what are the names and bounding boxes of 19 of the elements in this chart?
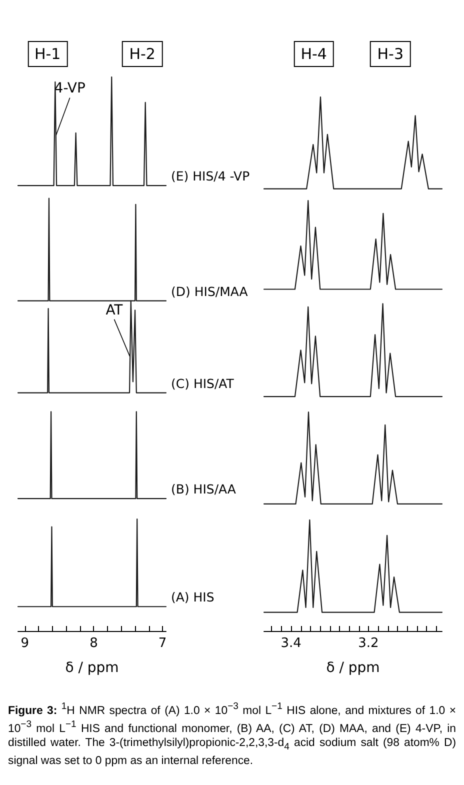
series-label: (B) HIS/AA (171, 482, 236, 497)
x-tick-label: 7 (158, 636, 167, 651)
text: H-4 (294, 41, 334, 67)
series-label: (D) HIS/MAA (171, 284, 248, 299)
x-tick-label: 3.4 (280, 636, 302, 651)
x-tick-label: 3.2 (358, 636, 379, 651)
x-tick-label: 9 (20, 636, 30, 651)
annotation: AT (106, 302, 124, 318)
text: H-3 (370, 41, 410, 67)
text: Figure 3: $^{1}$H NMR spectra of (A) 1.0 × 10$^{−3}$ mol L$^{−1}$ HIS alone, and mixtures of 1.0 × 10$^{−3}$ mol L$^{−1}$ HIS and functional monomer, (B) AA, (C) AT, (D) MAA, and (E) 4-VP, in distilled water. The 3-(trimethylsilyl)propionic-2,2,3,3-d$_{4}$ acid sodium salt (98 atom% D) signal was set to 0 ppm as an internal reference. (8, 701, 456, 767)
x-axis-title: δ / ppm (65, 660, 119, 676)
series-label: (A) HIS (171, 590, 214, 605)
annotation: 4-VP (54, 80, 86, 97)
text: H-1 (27, 41, 68, 67)
text: H-2 (122, 41, 162, 67)
series-label: (E) HIS/4 -VP (171, 168, 250, 184)
x-axis-title: δ / ppm (326, 660, 380, 676)
series-label: (C) HIS/AT (171, 376, 234, 391)
x-tick-label: 8 (90, 636, 98, 651)
